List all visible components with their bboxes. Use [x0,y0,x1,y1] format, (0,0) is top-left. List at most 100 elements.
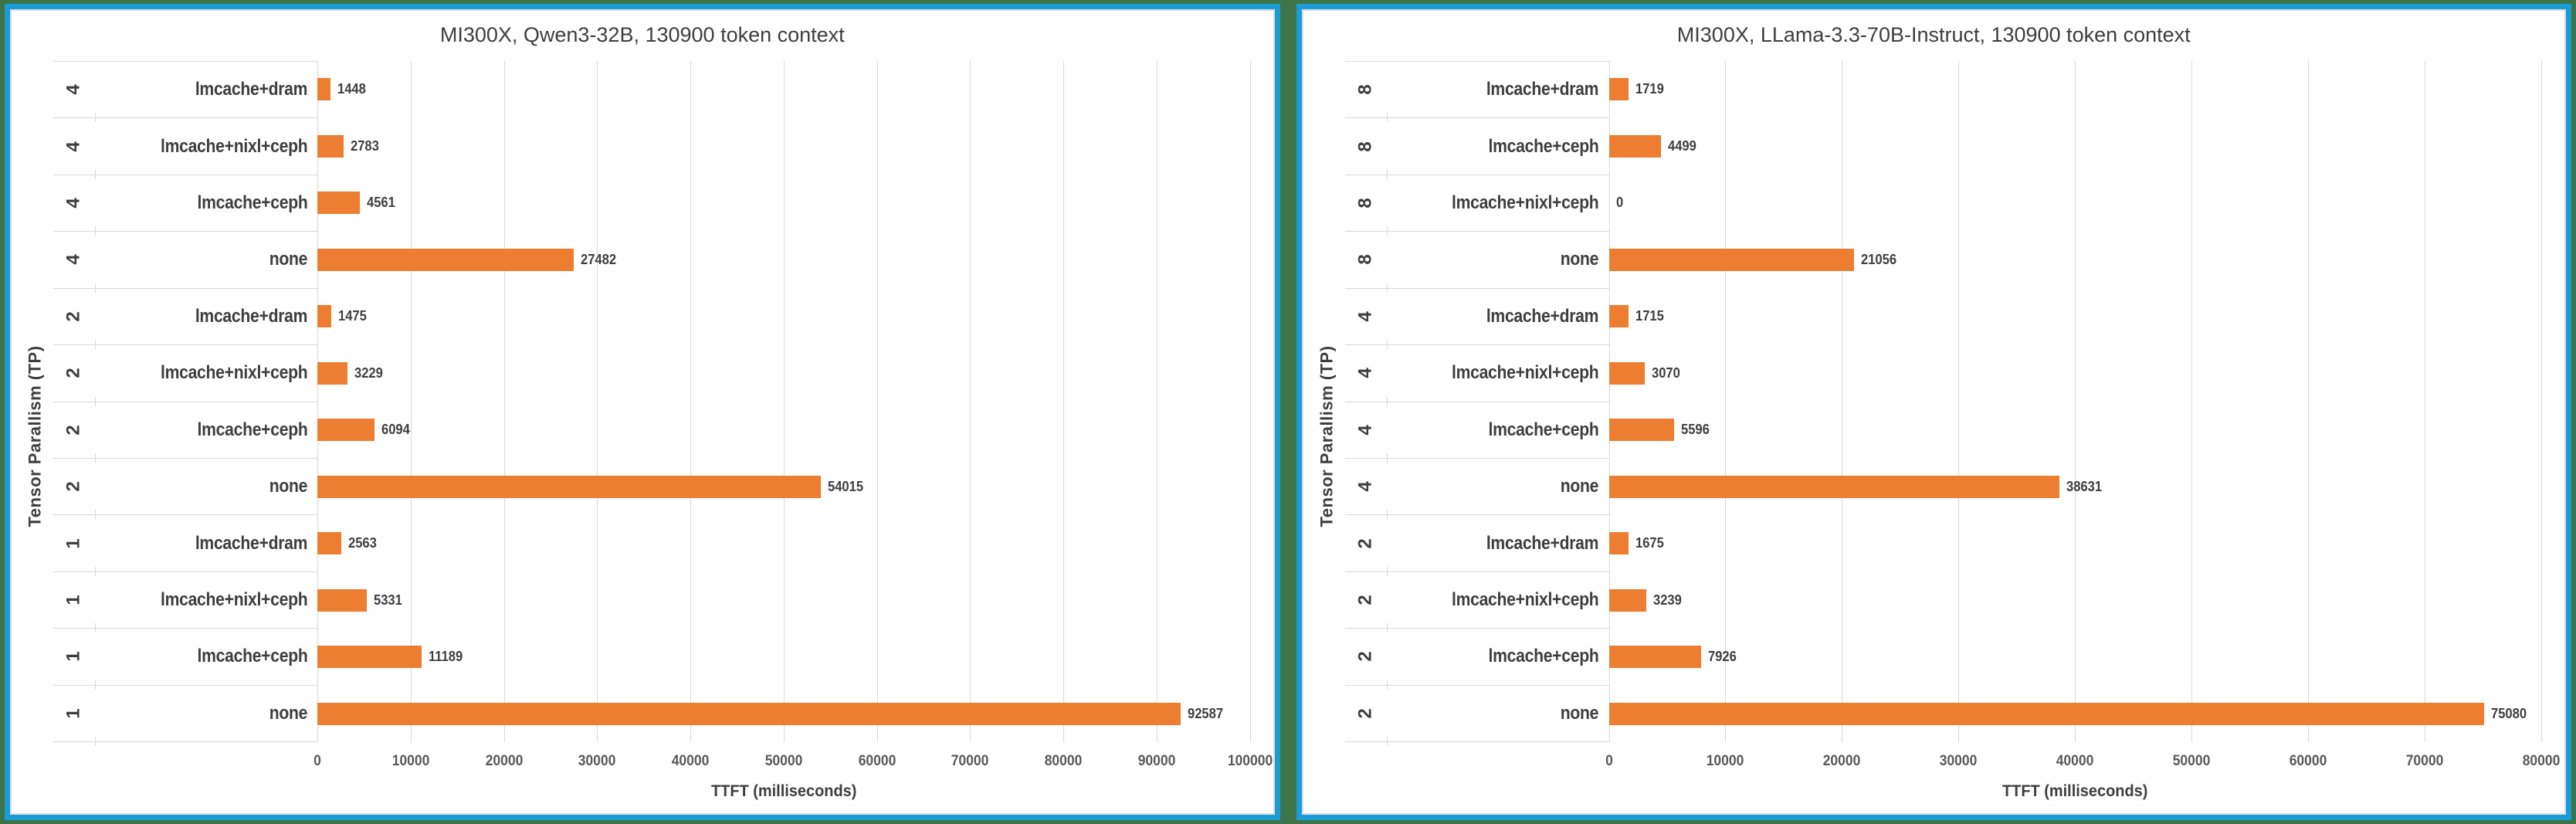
config-label: lmcache+ceph [1488,419,1599,440]
config-cell: lmcache+nixl+ceph [1387,589,1609,611]
bar [1608,134,1662,158]
category-row: 1 lmcache+dram [53,515,317,577]
x-axis-ticks: 0 10000 20000 30000 40000 50000 60000 70000 8000… [1605,742,2561,776]
config-cell: lmcache+nixl+ceph [1387,192,1609,214]
category-row: 2 lmcache+ceph [53,402,317,463]
bar-row: 92587 [317,686,1250,743]
category-row: 2 lmcache+ceph [1344,629,1609,690]
x-tick-label: 30000 [578,753,616,769]
tp-level-cell: 2 [1345,703,1387,724]
x-axis-title-text: TTFT (milliseconds) [2002,782,2148,800]
gridline [1063,61,1064,742]
config-label: none [269,249,308,270]
x-tick-label: 100000 [1227,753,1273,769]
config-label: lmcache+dram [195,79,308,100]
config-label: lmcache+dram [1486,79,1599,100]
tp-label: 4 [1354,425,1376,436]
chart-main: 4 lmcache+dram 4 lmcache+nixl+ceph 4 lmcache+… [53,61,1273,812]
tp-label: 8 [1354,254,1376,266]
config-cell: none [1387,703,1609,724]
bar-value-label: 1475 [337,308,367,324]
bar [1608,475,2059,498]
gridline [2308,61,2310,742]
y-axis-title-container: Tensor Parallism (TP) [1310,61,1345,812]
config-cell: lmcache+nixl+ceph [95,589,317,611]
x-tick-label: 60000 [858,753,896,769]
bar-value-label: 4499 [1668,137,1697,154]
config-label: lmcache+nixl+ceph [160,135,308,157]
bar [317,192,361,215]
config-label: none [269,476,308,497]
config-label: lmcache+ceph [1488,646,1599,667]
bar [1608,248,1855,271]
bar-value-label: 3239 [1653,592,1683,608]
category-axis: 8 lmcache+dram 8 lmcache+ceph 8 lmcache+nixl+… [1344,61,1609,747]
bar [1608,702,2484,725]
bar-value-label: 1448 [337,81,367,97]
category-row: 2 lmcache+nixl+ceph [53,345,317,406]
config-cell: none [1387,476,1609,497]
category-row: 1 lmcache+nixl+ceph [53,572,317,633]
gridline [1725,61,1727,742]
bar-value-label: 4561 [367,195,395,211]
gridline [410,61,412,742]
gridline [783,61,785,742]
bar [317,134,344,158]
gridline [690,61,691,742]
x-tick-label: 50000 [2172,753,2211,769]
y-axis-title: Tensor Parallism (TP) [25,345,46,527]
tp-label: 1 [63,708,84,719]
category-row: 1 lmcache+ceph [53,629,317,690]
x-tick-label: 20000 [1823,753,1861,769]
tp-level-cell: 1 [53,533,95,554]
x-tick-label: 40000 [2056,753,2094,769]
category-row: 4 lmcache+dram [1344,289,1609,350]
tp-label: 2 [63,481,84,492]
bar [317,702,1181,725]
x-tick-label: 90000 [1137,753,1176,769]
category-row: 8 lmcache+dram [1344,62,1609,123]
config-label: none [269,702,308,724]
tp-level-cell: 1 [53,589,95,611]
tp-level-cell: 2 [53,362,95,384]
config-label: none [1561,702,1599,724]
x-tick-label: 80000 [1044,753,1083,769]
bar-value-label: 27482 [580,251,616,267]
bar-row: 6094 [317,402,1250,459]
y-axis-title-container: Tensor Parallism (TP) [18,61,53,812]
tp-label: 4 [63,198,84,209]
config-label: none [1561,476,1599,497]
config-cell: none [95,703,317,724]
bar [317,305,331,328]
bar [1608,588,1647,612]
gridline [597,61,598,742]
config-label: lmcache+ceph [197,646,307,667]
x-axis-title: TTFT (milliseconds) [317,776,1250,812]
bar-row: 27482 [317,232,1250,289]
tp-level-cell: 2 [1345,589,1387,611]
gridline [1156,61,1158,742]
config-label: lmcache+nixl+ceph [160,589,308,610]
tp-level-cell: 4 [1345,362,1387,384]
gridline [1608,61,1610,742]
gridline [1958,61,1960,742]
tp-label: 4 [1354,368,1376,378]
tp-level-cell: 2 [1345,646,1387,667]
bar-row: 4499 [1608,118,2542,175]
tp-level-cell: 1 [53,646,95,667]
category-row: 4 lmcache+nixl+ceph [53,118,317,180]
x-tick-label: 50000 [764,753,803,769]
bar-row: 5596 [1608,402,2542,459]
tp-level-cell: 8 [1345,249,1387,270]
bar-value-label: 21056 [1861,251,1897,267]
tp-level-cell: 4 [53,192,95,214]
config-cell: lmcache+dram [95,79,317,100]
tp-level-cell: 4 [53,249,95,270]
bar-value-label: 2563 [347,535,377,551]
tp-label: 4 [1354,311,1376,322]
config-cell: lmcache+ceph [95,646,317,667]
bar-value-label: 5596 [1680,422,1710,438]
tp-label: 4 [63,254,84,266]
tp-label: 1 [63,651,84,663]
